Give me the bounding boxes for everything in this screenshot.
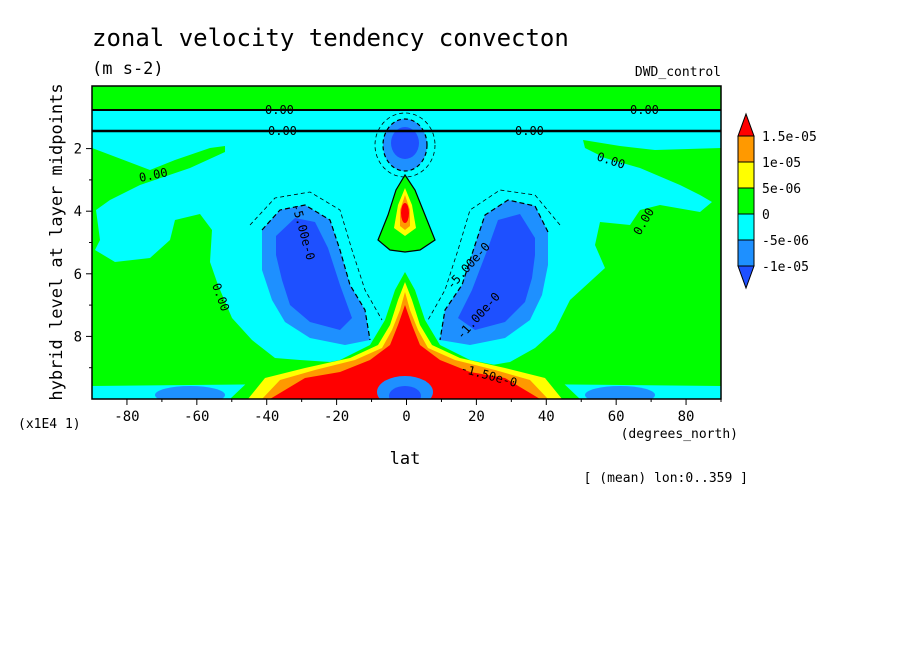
x-axis-units: (degrees_north) [621,427,738,442]
dataset-label: DWD_control [635,65,721,80]
x-tick-label: 40 [538,409,555,425]
x-tick-label: 80 [678,409,695,425]
x-tick-label: -80 [114,409,139,425]
colorbar-level-label: -5e-06 [762,234,809,249]
colorbar-swatch [737,187,755,215]
y-tick-label: 8 [74,329,82,345]
contour-label: 0.00 [138,165,169,185]
y-axis-label: hybrid level at layer midpoints [47,83,67,400]
chart-title: zonal velocity tendency convecton [92,24,569,52]
colorbar-level-label: 5e-06 [762,182,801,197]
y-scale-note: (x1E4 1) [18,417,81,432]
right-positive-region [455,140,721,386]
colorbar-swatch [737,213,755,241]
colorbar-level-label: -1e-05 [762,260,809,275]
contour-label: 0.00 [265,103,294,117]
colorbar: 1.5e-05 1e-05 5e-06 0 -5e-06 -1e-05 [737,112,817,290]
chart-units: (m s-2) [92,59,164,79]
x-tick-label: 0 [402,409,410,425]
contour-field: 0.00 0.00 0.00 0.00 0.00 0.00 0.00 0.00 … [92,86,721,399]
x-axis-label: lat [390,449,421,469]
y-tick-label: 4 [74,204,82,220]
colorbar-swatch [737,135,755,163]
top-positive-band [92,86,721,109]
y-axis-ticks: 2 4 6 8 [74,142,92,369]
x-tick-label: -40 [254,409,279,425]
footnote: [ (mean) lon:0..359 ] [584,471,748,486]
colorbar-swatch [737,161,755,189]
colorbar-swatch [737,239,755,267]
x-tick-label: -20 [324,409,349,425]
x-tick-label: -60 [184,409,209,425]
contour-label: 0.00 [515,124,544,138]
colorbar-level-label: 0 [762,208,770,223]
contour-label: 0.00 [268,124,297,138]
colorbar-level-label: 1.5e-05 [762,130,817,145]
x-axis-ticks: -80 -60 -40 -20 0 20 40 60 80 [114,399,722,425]
x-tick-label: 20 [468,409,485,425]
colorbar-bottom-arrow [737,265,755,290]
contour-label: 0.00 [630,103,659,117]
y-tick-label: 6 [74,267,82,283]
y-tick-label: 2 [74,142,82,158]
x-tick-label: 60 [608,409,625,425]
colorbar-level-label: 1e-05 [762,156,801,171]
colorbar-top-arrow [737,112,755,137]
left-positive-region [92,146,355,386]
